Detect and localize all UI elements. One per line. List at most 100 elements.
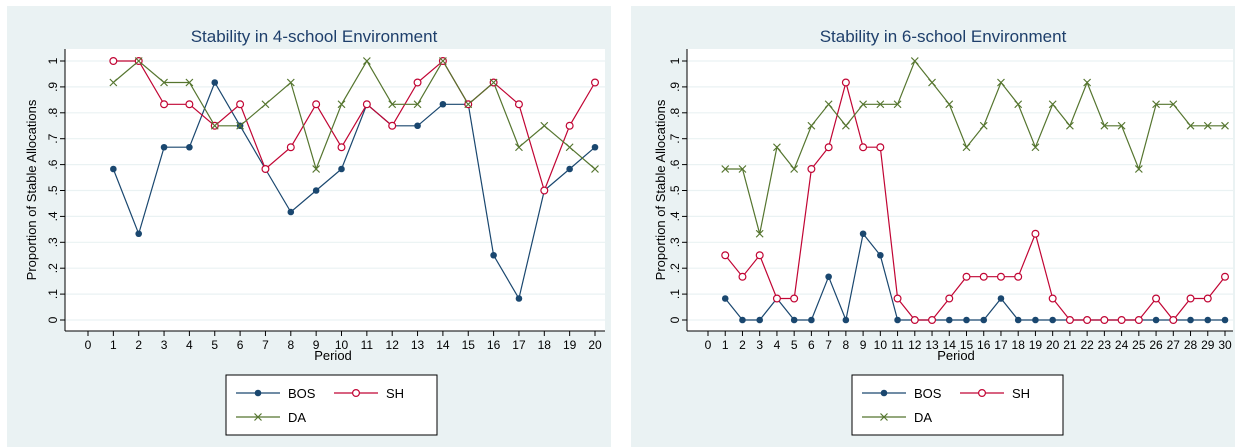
y-axis-label: Proportion of Stable Allocations <box>653 99 668 280</box>
data-point-da <box>1048 100 1057 109</box>
x-tick-label: 10 <box>335 338 349 352</box>
data-point-sh <box>876 143 885 152</box>
y-tick-label: .6 <box>46 159 60 169</box>
x-tick-label: 10 <box>874 338 888 352</box>
x-tick-label: 21 <box>1063 338 1077 352</box>
x-tick-label: 3 <box>161 338 168 352</box>
data-point-sh <box>236 100 245 109</box>
x-tick-label: 30 <box>1218 338 1232 352</box>
x-tick-label: 28 <box>1184 338 1198 352</box>
data-point-da <box>876 100 885 109</box>
data-point-bos <box>945 316 953 324</box>
series-line-sh <box>724 80 1226 321</box>
x-tick-label: 19 <box>563 338 577 352</box>
data-point-da <box>738 165 747 173</box>
x-tick-label: 4 <box>774 338 781 352</box>
data-point-sh <box>1134 316 1143 325</box>
data-point-sh <box>388 121 397 130</box>
legend-swatch-marker <box>254 413 262 421</box>
data-point-da <box>1221 121 1229 130</box>
data-point-da <box>1083 78 1092 87</box>
data-point-sh <box>540 186 549 195</box>
y-tick-label: .4 <box>668 211 682 221</box>
data-point-sh <box>928 316 937 325</box>
data-point-da <box>997 78 1005 87</box>
legend-label: DA <box>288 410 306 425</box>
data-point-bos <box>997 295 1005 302</box>
x-tick-label: 29 <box>1201 338 1215 352</box>
data-point-sh <box>1083 316 1092 325</box>
data-point-da <box>962 143 971 152</box>
legend-label: BOS <box>914 386 942 401</box>
data-point-da <box>185 78 194 87</box>
legend-entry-da: DA <box>862 410 932 425</box>
x-tick-label: 15 <box>960 338 974 352</box>
y-tick-label: .3 <box>46 237 60 247</box>
y-tick-label: .4 <box>46 211 60 221</box>
data-point-da <box>1152 100 1160 109</box>
data-point-sh <box>859 143 868 152</box>
x-tick-label: 0 <box>85 338 92 352</box>
x-tick-label: 11 <box>891 338 904 352</box>
data-point-da <box>1031 143 1040 152</box>
data-point-sh <box>721 251 730 260</box>
data-point-da <box>755 229 764 238</box>
data-point-bos <box>490 251 497 259</box>
x-tick-label: 12 <box>386 338 400 352</box>
data-point-da <box>928 78 936 87</box>
data-point-sh <box>514 100 523 109</box>
data-point-sh <box>261 165 270 174</box>
x-tick-label: 3 <box>756 338 763 352</box>
series-line-da <box>112 59 596 171</box>
x-tick-label: 17 <box>512 338 526 352</box>
data-point-bos <box>186 143 193 151</box>
y-tick-label: .2 <box>46 263 60 273</box>
data-point-bos <box>721 295 729 302</box>
legend-swatch-marker <box>880 389 888 397</box>
data-point-da <box>312 165 321 173</box>
x-axis-label: Period <box>314 348 352 363</box>
data-point-bos <box>414 122 421 130</box>
x-tick-label: 24 <box>1115 338 1129 352</box>
x-tick-label: 20 <box>1046 338 1060 352</box>
data-point-sh <box>337 143 346 152</box>
series-line-bos <box>112 81 596 301</box>
series-line-sh <box>113 60 596 193</box>
legend: BOS SH DA <box>225 374 438 436</box>
data-point-da <box>413 100 422 109</box>
x-tick-label: 1 <box>110 338 117 352</box>
x-tick-label: 6 <box>808 338 815 352</box>
legend-entries: BOS SH DA <box>862 386 1030 425</box>
data-point-sh <box>790 294 799 303</box>
x-tick-label: 2 <box>739 338 746 352</box>
x-tick-label: 25 <box>1132 338 1146 352</box>
x-tick-label: 1 <box>722 338 729 352</box>
data-point-da <box>438 57 447 65</box>
data-point-sh <box>893 294 902 303</box>
data-point-da <box>134 57 143 65</box>
x-tick-label: 15 <box>462 338 476 352</box>
data-point-da <box>721 165 730 173</box>
legend-entries: BOS SH DA <box>236 386 404 425</box>
data-point-bos <box>515 295 523 302</box>
x-axis: 0 1 2 3 4 5 6 7 8 9 10 11 12 13 14 15 16 17 18 19 20 21 22 23 24… <box>687 330 1233 352</box>
data-point-sh <box>1100 316 1109 325</box>
data-point-da <box>236 121 245 130</box>
data-point-da <box>489 78 498 87</box>
data-point-da <box>515 143 523 152</box>
chart-6-school: Stability in 6-school Environment 0 .1 .2.… <box>631 6 1235 447</box>
legend-label: SH <box>386 386 404 401</box>
data-point-da <box>388 100 397 109</box>
data-point-sh <box>979 272 988 281</box>
legend-entry-bos: BOS <box>236 386 316 401</box>
data-point-da <box>1134 165 1143 173</box>
data-point-da <box>591 165 599 173</box>
data-point-sh <box>1220 272 1229 281</box>
data-point-sh <box>841 78 850 87</box>
series-points-da <box>721 57 1229 238</box>
data-point-sh <box>312 100 321 109</box>
legend-swatch-marker <box>978 389 987 398</box>
data-point-bos <box>566 165 573 173</box>
data-point-bos <box>287 208 295 216</box>
x-tick-label: 14 <box>943 338 957 352</box>
